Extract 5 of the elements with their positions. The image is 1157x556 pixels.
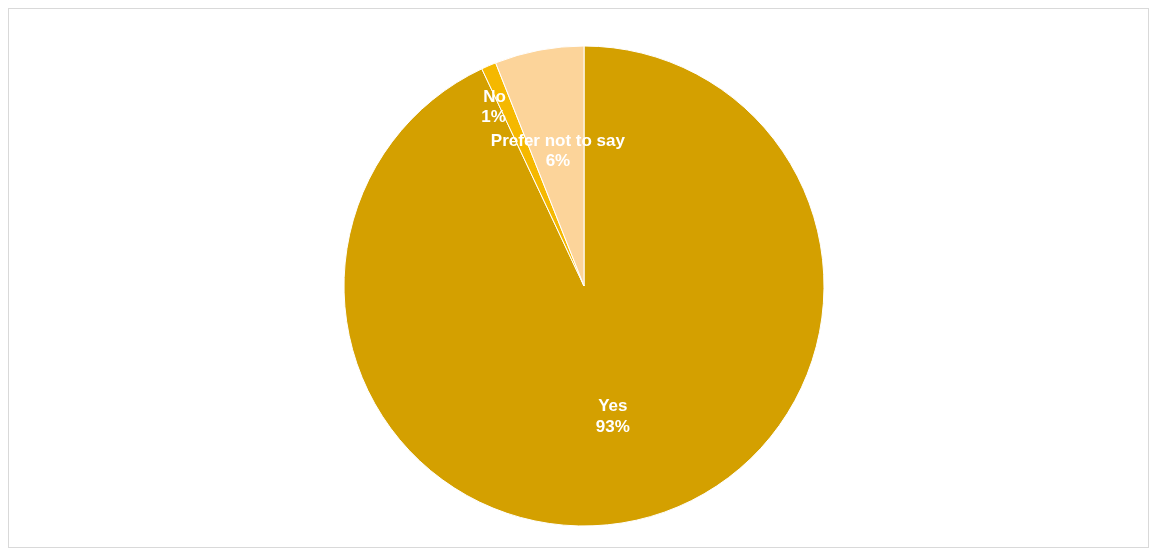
data-label: 1% <box>481 107 506 127</box>
slice-label: Yes <box>598 396 628 416</box>
pie-slice <box>343 45 825 527</box>
data-label: 93% <box>595 416 630 436</box>
data-label: 6% <box>545 151 571 171</box>
